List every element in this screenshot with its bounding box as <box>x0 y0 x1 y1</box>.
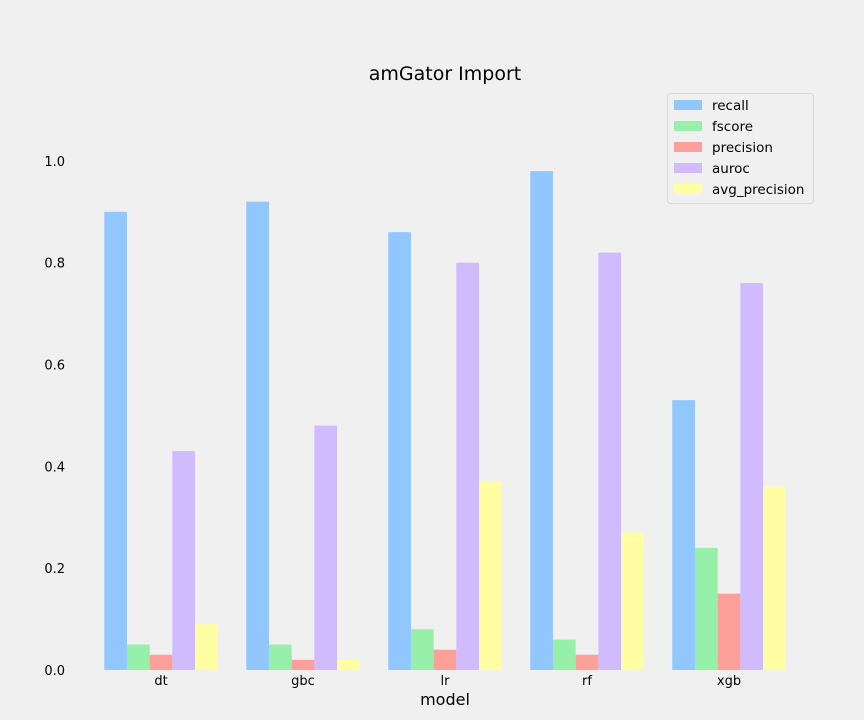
bar-precision-lr <box>433 649 457 670</box>
bar-recall-lr <box>388 232 411 670</box>
bar-fscore-dt <box>126 644 150 670</box>
bar-auroc-xgb <box>740 283 764 670</box>
chart-title: amGator Import <box>369 63 522 85</box>
bar-fscore-lr <box>410 629 434 670</box>
y-tick-label: 1.0 <box>44 155 65 170</box>
bar-fscore-xgb <box>694 547 718 670</box>
x-tick-label: dt <box>154 674 167 689</box>
x-tick-label: xgb <box>717 674 741 689</box>
bar-avg-precision-dt <box>195 624 218 670</box>
legend-label-auroc: auroc <box>712 161 750 177</box>
bar-auroc-lr <box>456 262 480 670</box>
bar-auroc-rf <box>598 252 622 670</box>
bar-fscore-gbc <box>268 644 292 670</box>
bar-avg-precision-lr <box>479 481 502 670</box>
legend: recall fscore precision auroc avg_precision <box>667 93 814 204</box>
legend-label-recall: recall <box>712 98 749 114</box>
x-tick-label: lr <box>441 674 451 689</box>
bar-fscore-rf <box>552 639 576 670</box>
bar-recall-rf <box>530 171 553 670</box>
x-axis-label: model <box>420 690 470 709</box>
y-axis: 0.0 0.2 0.4 0.6 0.8 1.0 <box>44 155 65 679</box>
bar-auroc-dt <box>172 451 196 670</box>
bar-avg-precision-xgb <box>763 486 786 670</box>
bar-avg-precision-gbc <box>337 659 360 670</box>
bar-recall-dt <box>104 211 127 670</box>
bar-precision-dt <box>149 654 173 670</box>
legend-frame <box>667 93 814 204</box>
legend-swatch-fscore <box>674 121 702 131</box>
x-tick-label: rf <box>582 674 592 689</box>
y-tick-label: 0.8 <box>44 257 65 272</box>
legend-swatch-avg-precision <box>674 184 702 194</box>
bar-auroc-gbc <box>314 425 338 670</box>
legend-label-precision: precision <box>712 140 773 156</box>
legend-label-avg-precision: avg_precision <box>712 182 804 198</box>
bar-precision-gbc <box>291 659 315 670</box>
bar-recall-xgb <box>672 400 695 670</box>
y-tick-label: 0.2 <box>44 562 65 577</box>
bars <box>104 171 786 671</box>
x-tick-label: gbc <box>291 674 315 689</box>
y-tick-label: 0.6 <box>44 359 65 374</box>
legend-label-fscore: fscore <box>712 119 753 135</box>
bar-precision-xgb <box>717 593 741 670</box>
y-tick-label: 0.4 <box>44 460 65 475</box>
y-tick-label: 0.0 <box>44 664 65 679</box>
bar-avg-precision-rf <box>621 532 644 670</box>
bar-precision-rf <box>575 654 599 670</box>
legend-swatch-auroc <box>674 163 702 173</box>
legend-swatch-recall <box>674 100 702 110</box>
legend-swatch-precision <box>674 142 702 152</box>
bar-recall-gbc <box>246 201 269 671</box>
x-axis: dt gbc lr rf xgb <box>154 674 741 689</box>
